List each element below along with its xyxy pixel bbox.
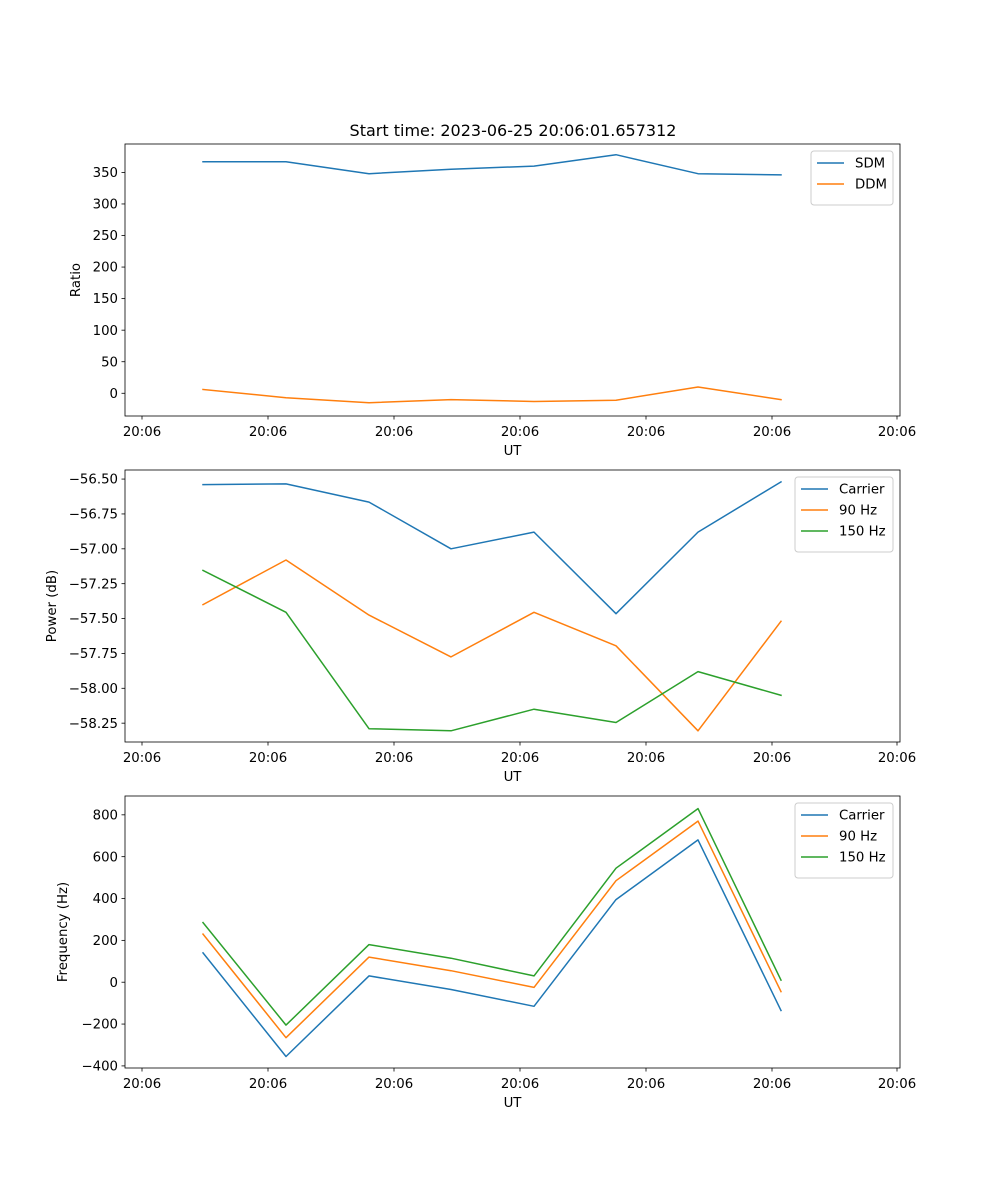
legend-box [794, 476, 894, 553]
series-line-ddm [202, 386, 782, 404]
x-tick-label: 20:06 [123, 1077, 161, 1092]
legend-box [810, 150, 894, 206]
x-tick-label: 20:06 [627, 1077, 665, 1092]
legend: Carrier 90 Hz 150 Hz [794, 476, 894, 553]
x-axis-label: UT [504, 1096, 523, 1111]
legend-label: 150 Hz [839, 525, 886, 540]
y-axis-label: Power (dB) [45, 570, 60, 642]
y-tick-label: −56.50 [69, 473, 118, 488]
chart-panel-3: −400 −200 0 200 400 600 800 20:06 20:06 20:06 20:0… [56, 795, 916, 1111]
y-tick-label: −200 [81, 1018, 118, 1033]
y-tick-label: 100 [93, 324, 118, 339]
chart-panel-2: −58.25 −58.00 −57.75 −57.50 −57.25 −57.00 −56.… [45, 469, 916, 785]
legend-label: 90 Hz [839, 830, 877, 845]
x-tick-label: 20:06 [375, 1077, 413, 1092]
y-tick-label: −400 [81, 1060, 118, 1075]
legend-label: DDM [855, 178, 887, 193]
y-tick-label: 800 [93, 808, 118, 823]
series-line-carrier [201, 839, 783, 1058]
legend-label: SDM [855, 157, 885, 172]
x-tick-label: 20:06 [878, 751, 916, 766]
x-tick-label: 20:06 [249, 1077, 287, 1092]
y-tick-label: 150 [93, 292, 118, 307]
y-tick-label: 250 [93, 229, 118, 244]
x-tick-label: 20:06 [249, 751, 287, 766]
x-axis-label: UT [504, 444, 523, 459]
legend: SDM DDM [810, 150, 894, 206]
figure-title: Start time: 2023-06-25 20:06:01.657312 [350, 121, 677, 140]
x-tick-label: 20:06 [501, 751, 539, 766]
y-tick-label: −57.25 [69, 577, 118, 592]
x-tick-label: 20:06 [878, 1077, 916, 1092]
series-line-150-hz [201, 569, 782, 732]
x-tick-label: 20:06 [123, 425, 161, 440]
y-tick-label: −57.50 [69, 612, 118, 627]
y-tick-label: 350 [93, 166, 118, 181]
legend-label: 150 Hz [839, 851, 886, 866]
legend-label: Carrier [839, 809, 885, 824]
legend: Carrier 90 Hz 150 Hz [794, 802, 894, 879]
legend-label: 90 Hz [839, 504, 877, 519]
x-tick-label: 20:06 [249, 425, 287, 440]
x-tick-label: 20:06 [753, 1077, 791, 1092]
y-axis-label: Frequency (Hz) [56, 882, 71, 982]
x-tick-label: 20:06 [753, 425, 791, 440]
axes-frame [124, 795, 901, 1069]
axes-frame [124, 469, 901, 743]
y-tick-label: 0 [110, 976, 118, 991]
x-tick-label: 20:06 [123, 751, 161, 766]
y-tick-label: 200 [93, 261, 118, 276]
y-tick-label: 200 [93, 934, 118, 949]
legend-label: Carrier [839, 483, 885, 498]
x-axis-label: UT [504, 770, 523, 785]
x-tick-label: 20:06 [627, 751, 665, 766]
series-line-carrier [202, 480, 783, 615]
series-line-90-hz [201, 820, 783, 1039]
axes-frame [124, 143, 901, 417]
x-tick-label: 20:06 [501, 425, 539, 440]
y-tick-label: 400 [93, 892, 118, 907]
series-line-90-hz [201, 559, 783, 732]
y-tick-label: 0 [110, 387, 118, 402]
x-tick-label: 20:06 [501, 1077, 539, 1092]
y-tick-label: −57.75 [69, 647, 118, 662]
x-tick-label: 20:06 [878, 425, 916, 440]
y-tick-label: −56.75 [69, 508, 118, 523]
y-axis-label: Ratio [69, 263, 84, 297]
y-tick-label: −58.25 [69, 717, 118, 732]
y-tick-label: 300 [93, 198, 118, 213]
x-tick-label: 20:06 [375, 751, 413, 766]
y-tick-label: 600 [93, 850, 118, 865]
legend-box [794, 802, 894, 879]
y-tick-label: −57.00 [69, 542, 118, 557]
x-tick-label: 20:06 [753, 751, 791, 766]
series-line-sdm [202, 153, 782, 176]
chart-panel-1: 0 50 100 150 200 250 300 350 20:06 20:06 20:06 20:0… [69, 143, 916, 459]
x-tick-label: 20:06 [627, 425, 665, 440]
y-tick-label: 50 [101, 355, 118, 370]
y-tick-label: −58.00 [69, 682, 118, 697]
series-line-150-hz [201, 807, 783, 1026]
x-tick-label: 20:06 [375, 425, 413, 440]
